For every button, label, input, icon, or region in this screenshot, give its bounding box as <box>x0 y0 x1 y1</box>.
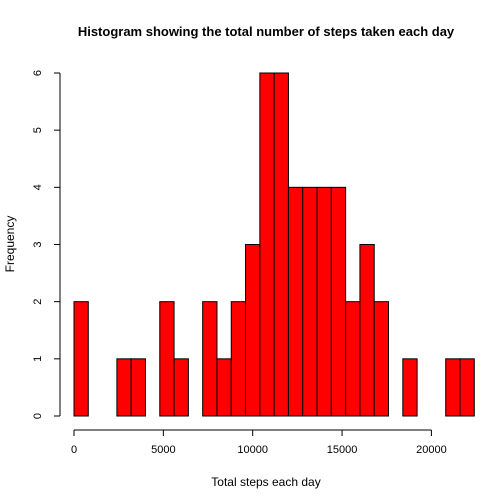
histogram-bar <box>202 301 218 417</box>
x-tick-label: 20000 <box>416 444 447 456</box>
x-tick-label: 15000 <box>327 444 358 456</box>
x-axis-label: Total steps each day <box>211 475 320 489</box>
y-axis: 0 1 2 3 4 5 6 <box>32 70 61 419</box>
x-tick-label: 10000 <box>237 444 268 456</box>
x-tick-label: 0 <box>71 444 77 456</box>
histogram-bar <box>259 72 275 417</box>
histogram-bar <box>130 358 146 417</box>
histogram-bar <box>402 358 418 417</box>
histogram-bar <box>159 301 175 417</box>
y-tick-label: 6 <box>32 70 44 76</box>
bars-group <box>73 72 475 417</box>
y-tick-label: 2 <box>32 299 44 305</box>
histogram-bar <box>330 186 347 417</box>
y-tick-label: 5 <box>32 127 44 133</box>
y-tick-label: 0 <box>32 413 44 419</box>
histogram-bar <box>245 244 261 417</box>
histogram-bar <box>273 72 289 417</box>
histogram-bar <box>173 358 189 417</box>
y-tick-label: 1 <box>32 356 44 362</box>
histogram-bar <box>302 186 318 417</box>
x-tick-label: 5000 <box>151 444 175 456</box>
histogram-bar <box>373 301 390 417</box>
chart-title: Histogram showing the total number of st… <box>78 24 455 39</box>
histogram-bar <box>287 186 304 417</box>
histogram-bar <box>359 244 375 417</box>
histogram-bar <box>445 358 461 417</box>
x-axis: 0 5000 10000 15000 20000 <box>71 429 447 456</box>
histogram-bar <box>216 358 232 417</box>
y-tick-label: 4 <box>32 184 44 190</box>
histogram-bar <box>230 301 247 417</box>
histogram-bar <box>73 301 89 417</box>
histogram-bar <box>345 301 361 417</box>
histogram-bar <box>116 358 132 417</box>
histogram-bar <box>316 186 332 417</box>
histogram-bar <box>459 358 475 417</box>
y-tick-label: 3 <box>32 241 44 247</box>
y-axis-label: Frequency <box>3 216 17 273</box>
